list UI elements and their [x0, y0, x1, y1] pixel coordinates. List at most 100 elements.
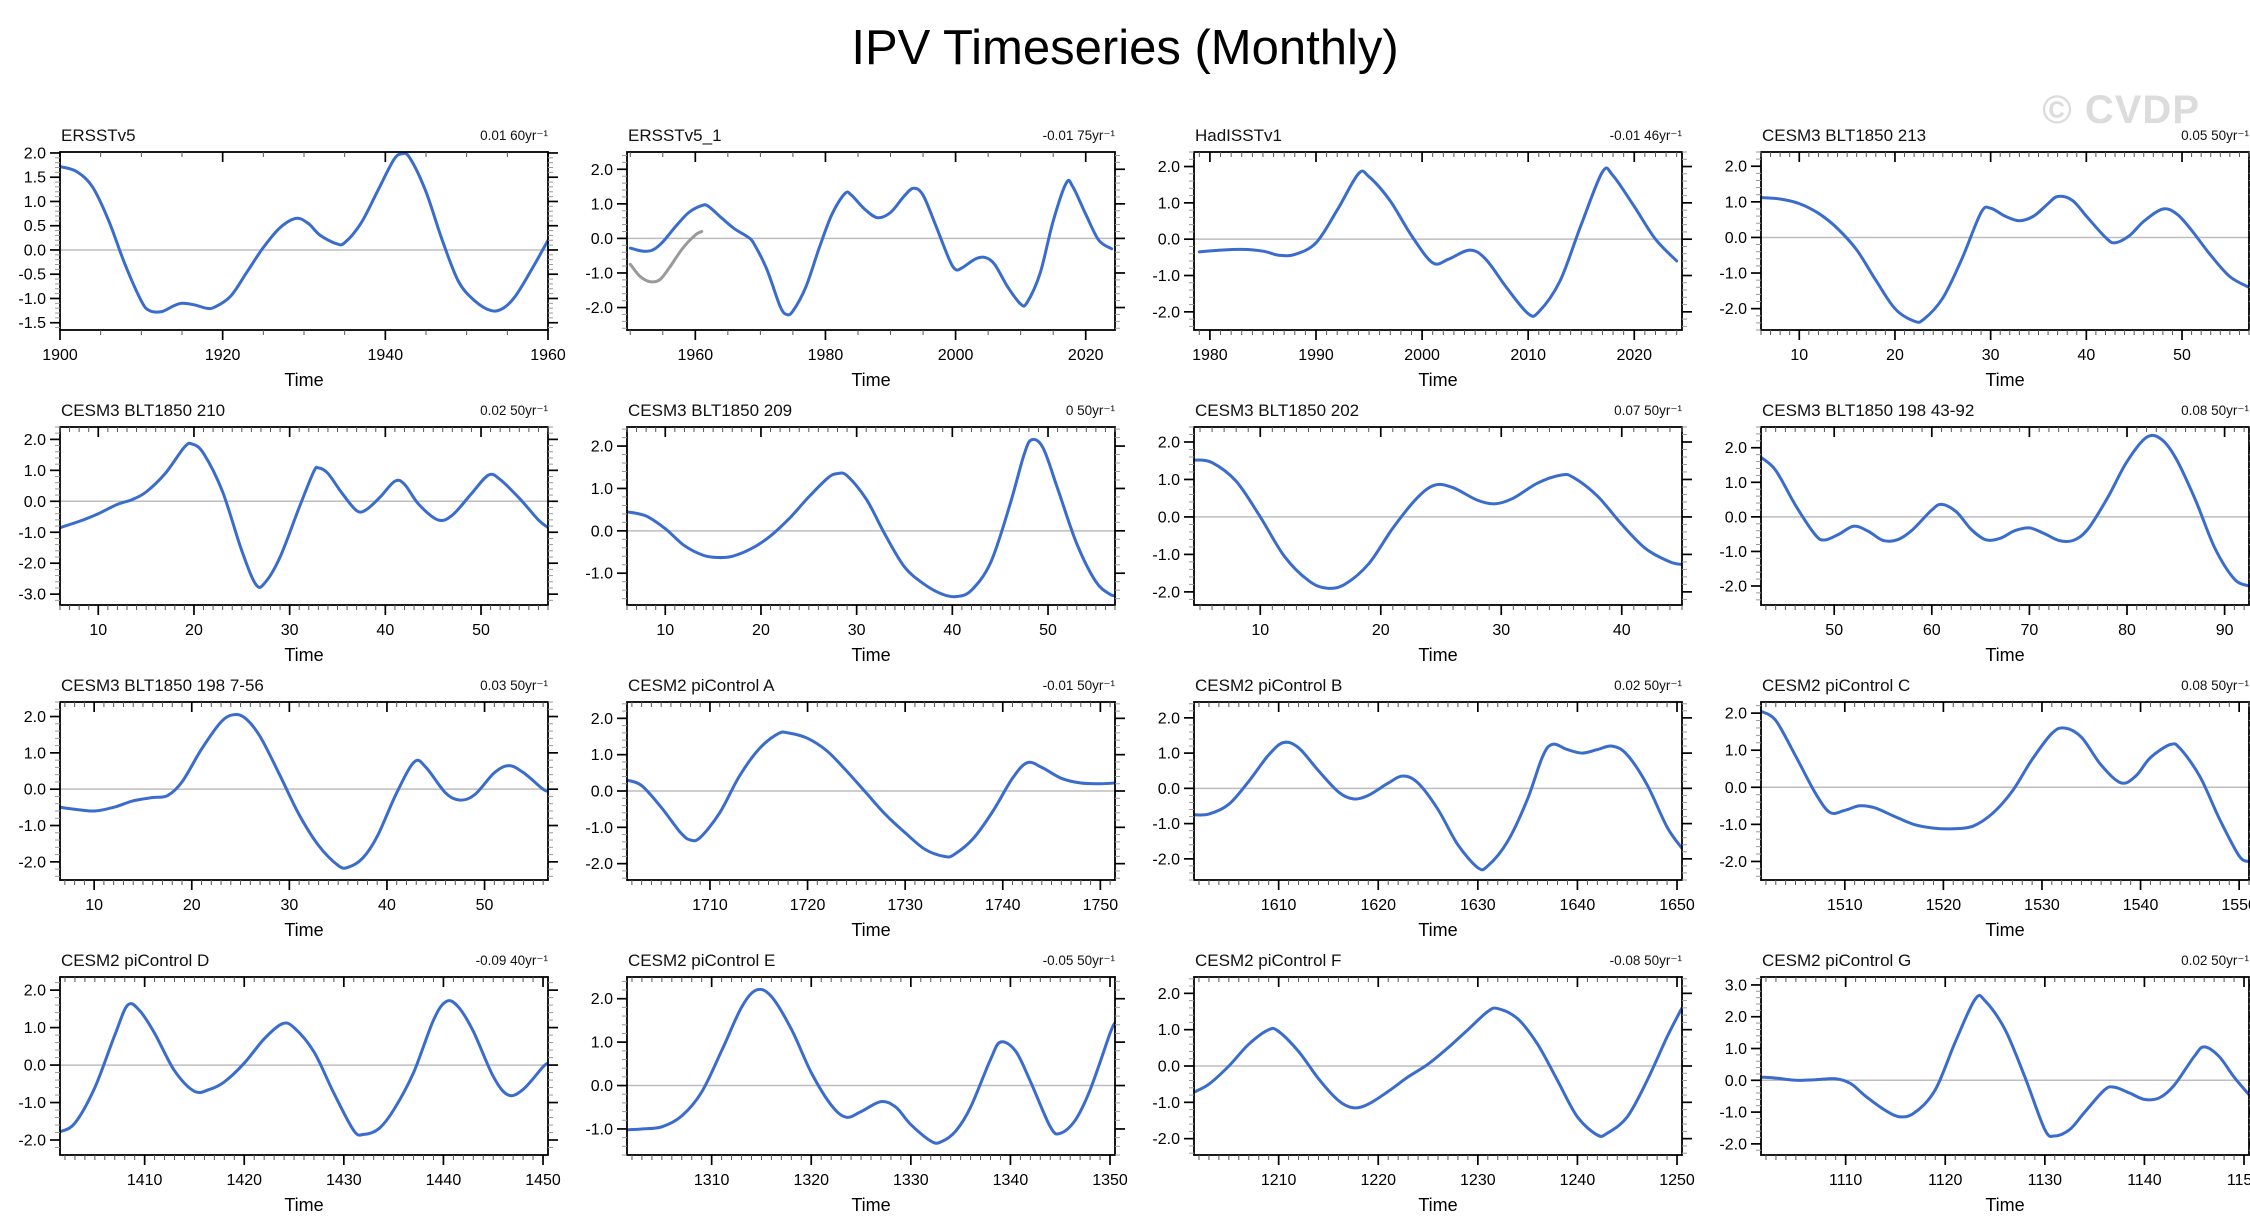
plot-svg: 1310 1320 1330 1340 1350 2.0 1.0 0.0 -1.0 CESM2 p…	[585, 951, 1128, 1215]
y-tick-label: -2.0	[18, 854, 46, 871]
timeseries-panel: 10 20 30 40 50 2.0 1.0 0.0 -1.0 -2.0 CESM3 BLT1850…	[1704, 124, 2250, 399]
x-tick-label: 1530	[2024, 897, 2060, 914]
plot-svg: 1510 1520 1530 1540 1550 2.0 1.0 0.0 -1.0 -2.0 CES…	[1719, 676, 2250, 940]
x-tick-label: 1320	[793, 1172, 829, 1189]
x-tick-label: 2010	[1510, 347, 1546, 364]
x-tick-label: 40	[2077, 347, 2095, 364]
x-tick-label: 30	[281, 622, 299, 639]
series-smoothed	[60, 441, 548, 589]
plot-svg: 1960 1980 2000 2020 2.0 1.0 0.0 -1.0 -2.0 ERSSTv5…	[585, 126, 1125, 390]
series-smoothed	[627, 987, 1115, 1145]
y-tick-label: 1.0	[24, 745, 46, 762]
timeseries-panel: 1310 1320 1330 1340 1350 2.0 1.0 0.0 -1.0 CESM2 p…	[570, 949, 1137, 1224]
timeseries-panel: 50 60 70 80 90 2.0 1.0 0.0 -1.0 -2.0 CESM3 BLT1850…	[1704, 399, 2250, 674]
y-tick-label: 0.0	[1158, 1059, 1180, 1076]
y-tick-label: 0.0	[1725, 780, 1747, 797]
panel-title: CESM3 BLT1850 202	[1195, 401, 1359, 420]
x-tick-label: 1420	[226, 1172, 262, 1189]
trend-label: 0.08 50yr⁻¹	[2181, 678, 2249, 693]
timeseries-panel: 1210 1220 1230 1240 1250 2.0 1.0 0.0 -1.0 -2.0 CES…	[1137, 949, 1704, 1224]
plot-frame	[1760, 426, 2250, 606]
series-smoothed	[60, 152, 548, 314]
x-tick-label: 1350	[1092, 1172, 1128, 1189]
panel-title: CESM2 piControl C	[1762, 676, 1910, 695]
plot-svg: 1710 1720 1730 1740 1750 2.0 1.0 0.0 -1.0 -2.0 CES…	[585, 676, 1125, 940]
y-tick-label: 2.0	[1158, 434, 1180, 451]
x-axis-label: Time	[1418, 920, 1457, 940]
x-tick-label: 1240	[1560, 1172, 1596, 1189]
plot-frame	[59, 701, 549, 881]
panel-title: ERSSTv5_1	[628, 126, 722, 145]
y-tick-label: 2.0	[24, 709, 46, 726]
x-tick-label: 1960	[530, 347, 566, 364]
x-tick-label: 1150	[2227, 1172, 2250, 1189]
series-smoothed	[1197, 166, 1679, 318]
trend-label: 0.07 50yr⁻¹	[1614, 403, 1682, 418]
plot-svg: 10 20 30 40 50 2.0 1.0 0.0 -1.0 -2.0 CESM3 BLT1850…	[18, 676, 558, 940]
y-tick-label: 0.0	[1158, 781, 1180, 798]
series-smoothed	[1194, 1006, 1682, 1138]
plot-frame	[626, 151, 1116, 331]
x-axis-label: Time	[1985, 920, 2024, 940]
series-smoothed	[1761, 433, 2249, 588]
x-axis-label: Time	[284, 645, 323, 665]
x-tick-label: 50	[476, 897, 494, 914]
x-tick-label: 40	[943, 622, 961, 639]
trend-label: 0.02 50yr⁻¹	[480, 403, 548, 418]
y-tick-label: 2.0	[591, 439, 613, 456]
x-tick-label: 1140	[2127, 1172, 2162, 1189]
y-tick-label: 0.0	[1725, 509, 1747, 526]
plot-frame	[59, 426, 549, 606]
x-tick-label: 20	[183, 897, 201, 914]
x-tick-label: 20	[1886, 347, 1904, 364]
plot-frame	[626, 976, 1116, 1156]
y-tick-label: 2.0	[24, 432, 46, 449]
series-smoothed	[60, 999, 548, 1137]
trend-label: 0.01 60yr⁻¹	[480, 128, 548, 143]
x-tick-label: 30	[1982, 347, 2000, 364]
x-tick-label: 10	[1251, 622, 1269, 639]
y-tick-label: 0.0	[24, 1058, 46, 1075]
x-tick-label: 10	[85, 897, 103, 914]
x-tick-label: 1110	[1829, 1172, 1862, 1189]
x-tick-label: 1430	[326, 1172, 362, 1189]
y-tick-label: 1.0	[1158, 195, 1180, 212]
x-tick-label: 1730	[887, 897, 923, 914]
x-tick-label: 1900	[42, 347, 78, 364]
x-tick-label: 30	[1492, 622, 1510, 639]
x-tick-label: 1410	[127, 1172, 163, 1189]
y-tick-label: 2.0	[591, 991, 613, 1008]
x-tick-label: 1440	[426, 1172, 462, 1189]
y-tick-label: 1.0	[591, 481, 613, 498]
y-tick-label: 0.0	[1158, 232, 1180, 249]
y-tick-label: -1.0	[1719, 544, 1747, 561]
y-tick-label: -2.0	[1719, 578, 1747, 595]
panel-title: CESM3 BLT1850 213	[1762, 126, 1926, 145]
x-tick-label: 10	[89, 622, 107, 639]
y-tick-label: 1.0	[1158, 1022, 1180, 1039]
y-tick-label: 0.0	[591, 523, 613, 540]
y-tick-label: 1.0	[591, 747, 613, 764]
y-tick-label: -1.0	[18, 291, 46, 308]
x-tick-label: 2000	[938, 347, 974, 364]
x-tick-label: 1130	[2028, 1172, 2063, 1189]
panel-title: CESM2 piControl B	[1195, 676, 1342, 695]
trend-label: 0.02 50yr⁻¹	[1614, 678, 1682, 693]
y-tick-label: 1.0	[1725, 1041, 1747, 1058]
panel-title: CESM3 BLT1850 210	[61, 401, 225, 420]
plot-svg: 1410 1420 1430 1440 1450 2.0 1.0 0.0 -1.0 -2.0 CES…	[18, 951, 560, 1215]
x-tick-label: 50	[472, 622, 490, 639]
timeseries-panel: 1410 1420 1430 1440 1450 2.0 1.0 0.0 -1.0 -2.0 CES…	[3, 949, 570, 1224]
y-tick-label: 2.0	[24, 145, 46, 162]
x-tick-label: 70	[2021, 622, 2039, 639]
x-axis-label: Time	[284, 920, 323, 940]
cvdp-watermark: © CVDP	[2042, 88, 2200, 132]
y-tick-label: 2.0	[591, 711, 613, 728]
y-tick-label: 1.0	[591, 1035, 613, 1052]
timeseries-panel: 1510 1520 1530 1540 1550 2.0 1.0 0.0 -1.0 -2.0 CES…	[1704, 674, 2250, 949]
y-tick-label: -3.0	[18, 587, 46, 604]
y-tick-label: 1.0	[591, 196, 613, 213]
timeseries-panel: 1610 1620 1630 1640 1650 2.0 1.0 0.0 -1.0 -2.0 CES…	[1137, 674, 1704, 949]
x-tick-label: 1510	[1827, 897, 1863, 914]
